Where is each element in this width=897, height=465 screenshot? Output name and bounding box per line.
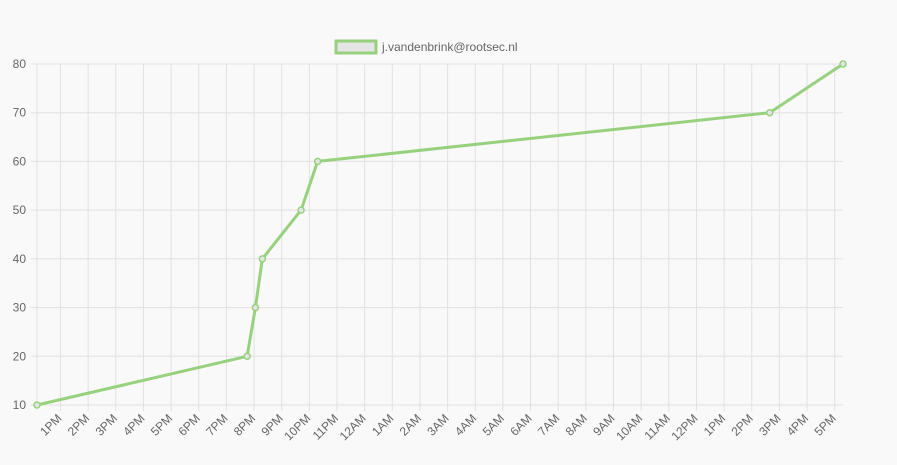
y-tick-label: 40	[13, 252, 27, 266]
x-tick-label: 2PM	[729, 411, 756, 438]
x-tick-label: 8PM	[231, 411, 258, 438]
data-point[interactable]	[33, 401, 41, 409]
legend[interactable]: j.vandenbrink@rootsec.nl	[334, 39, 518, 55]
legend-label[interactable]: j.vandenbrink@rootsec.nl	[381, 40, 518, 54]
x-tick-label: 6AM	[507, 411, 534, 438]
x-tick-label: 12PM	[669, 411, 701, 443]
x-tick-label: 12AM	[337, 411, 369, 443]
y-tick-label: 50	[13, 203, 27, 217]
data-point[interactable]	[313, 157, 322, 166]
series-line	[36, 62, 844, 407]
data-point[interactable]	[251, 303, 260, 312]
x-tick-label: 5AM	[480, 411, 507, 438]
x-tick-label: 3PM	[93, 411, 120, 438]
x-tick-label: 5PM	[811, 411, 838, 438]
data-point[interactable]	[258, 255, 267, 263]
grid	[31, 63, 843, 411]
x-tick-label: 11AM	[641, 411, 672, 442]
x-tick-label: 1PM	[701, 411, 728, 438]
y-tick-label: 80	[13, 57, 27, 71]
y-tick-label: 10	[13, 398, 27, 412]
x-tick-label: 6PM	[176, 411, 203, 438]
x-tick-label: 3AM	[424, 411, 451, 438]
data-point[interactable]	[765, 108, 774, 117]
x-tick-label: 10AM	[613, 411, 645, 443]
y-tick-label: 60	[13, 154, 27, 168]
y-tick-label: 30	[13, 301, 27, 315]
x-tick-label: 4PM	[784, 411, 811, 438]
x-tick-label: 3PM	[756, 411, 783, 438]
series-line-group	[33, 60, 847, 409]
data-point[interactable]	[243, 352, 251, 361]
x-tick-label: 8AM	[563, 411, 590, 438]
x-tick-label: 2AM	[397, 411, 424, 438]
x-tick-label: 1PM	[37, 411, 64, 438]
x-tick-label: 10PM	[281, 411, 313, 443]
x-tick-label: 2PM	[65, 411, 92, 438]
x-tick-label: 7PM	[203, 411, 230, 438]
legend-swatch[interactable]	[334, 39, 378, 55]
x-tick-label: 7AM	[535, 411, 562, 438]
x-tick-label: 4AM	[452, 411, 479, 438]
x-tick-label: 11PM	[310, 411, 341, 442]
y-tick-label: 20	[13, 349, 27, 363]
x-tick-label: 4PM	[120, 411, 147, 438]
data-point[interactable]	[297, 206, 305, 214]
x-tick-label: 5PM	[148, 411, 175, 438]
data-point[interactable]	[839, 60, 847, 68]
x-tick-label: 1AM	[369, 411, 396, 438]
y-tick-label: 70	[13, 106, 27, 120]
